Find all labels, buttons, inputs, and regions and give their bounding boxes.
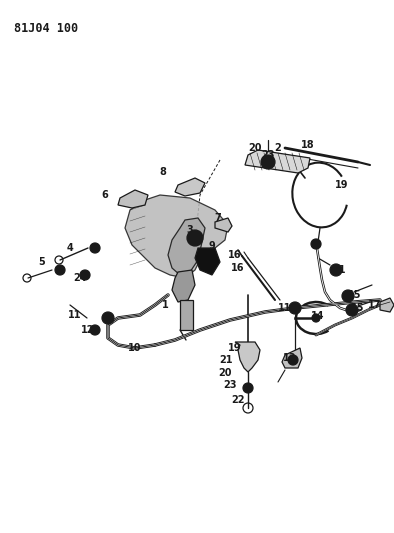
Circle shape [243,383,253,393]
Circle shape [187,230,203,246]
Text: 11: 11 [278,303,292,313]
Polygon shape [282,348,302,368]
Polygon shape [380,298,394,312]
Circle shape [346,304,358,316]
Text: 23: 23 [223,380,237,390]
Text: 17: 17 [368,300,382,310]
Text: 9: 9 [209,241,216,251]
Text: 13: 13 [283,353,297,363]
Text: 8: 8 [160,167,166,177]
Circle shape [90,243,100,253]
Circle shape [311,239,321,249]
Text: 14: 14 [311,311,325,321]
Polygon shape [175,178,205,196]
Polygon shape [172,270,195,302]
Text: 16: 16 [228,250,242,260]
Text: 23: 23 [261,150,275,160]
Polygon shape [168,218,205,275]
Text: 19: 19 [228,343,242,353]
Text: 4: 4 [67,243,73,253]
Circle shape [261,155,275,169]
Text: 22: 22 [231,395,245,405]
Text: 11: 11 [68,310,82,320]
Text: 19: 19 [335,180,349,190]
Polygon shape [180,300,193,330]
Text: 7: 7 [215,213,221,223]
Text: 18: 18 [301,140,315,150]
Polygon shape [235,342,260,372]
Text: 5: 5 [39,257,45,267]
Text: 10: 10 [128,343,142,353]
Text: 12: 12 [81,325,95,335]
Circle shape [102,312,114,324]
Circle shape [55,265,65,275]
Circle shape [192,235,198,241]
Circle shape [288,355,298,365]
Text: 15: 15 [351,303,365,313]
Text: 3: 3 [187,225,193,235]
Polygon shape [195,248,220,275]
Text: 1: 1 [162,300,168,310]
Text: 16: 16 [231,263,245,273]
Circle shape [289,302,301,314]
Polygon shape [118,190,148,208]
Text: 24: 24 [73,273,87,283]
Polygon shape [125,195,228,278]
Circle shape [342,290,354,302]
Polygon shape [215,218,232,232]
Text: 20: 20 [218,368,232,378]
Text: 11: 11 [333,265,347,275]
Circle shape [312,314,320,322]
Circle shape [80,270,90,280]
Text: 81J04 100: 81J04 100 [14,22,78,35]
Text: 6: 6 [102,190,108,200]
Circle shape [90,325,100,335]
Polygon shape [245,150,310,173]
Circle shape [330,264,342,276]
Text: 2: 2 [275,143,281,153]
Text: 20: 20 [248,143,262,153]
Text: 21: 21 [219,355,233,365]
Text: 15: 15 [348,290,362,300]
